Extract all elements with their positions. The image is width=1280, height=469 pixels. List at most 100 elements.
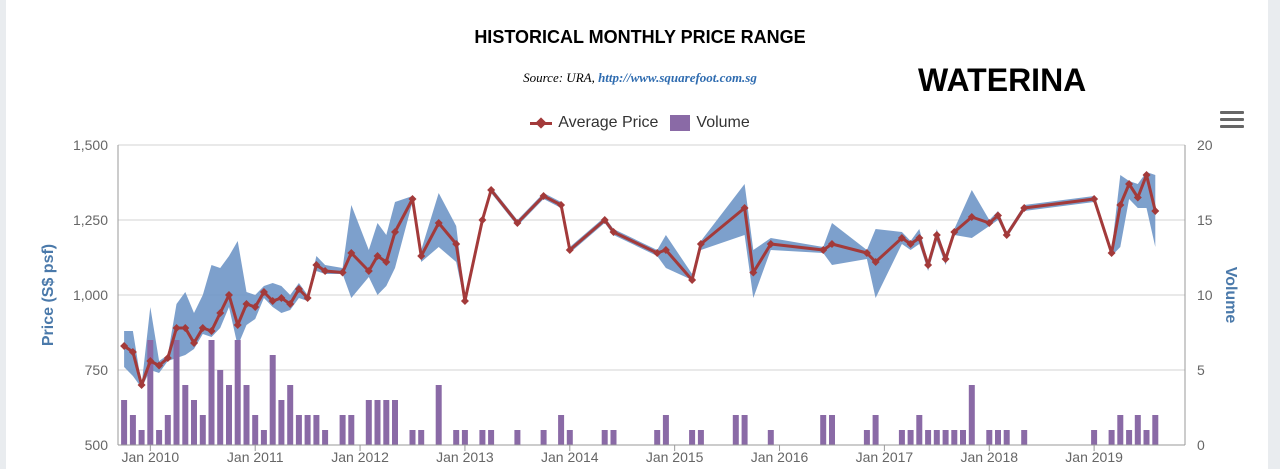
volume-bar [226,385,232,445]
price-point-marker [915,234,924,242]
volume-bar [252,415,259,445]
price-point-marker [696,240,705,248]
x-tick-label: Jan 2011 [227,449,284,465]
price-point-marker [1107,249,1116,257]
price-point-marker [950,228,959,236]
price-point-marker [146,357,155,365]
price-point-marker [338,268,347,277]
price-point-marker [993,211,1002,220]
y-tick-label: 1,250 [73,212,108,228]
price-point-marker [932,231,941,239]
price-point-marker [251,303,260,311]
y2-tick-label: 0 [1197,437,1205,453]
volume-bar [339,415,346,445]
price-point-marker [924,261,933,269]
price-point-marker [609,228,618,236]
volume-bar [260,430,267,445]
x-tick-label: Jan 2012 [331,449,389,465]
price-point-marker [417,252,426,260]
volume-bar [968,385,975,445]
volume-bar [951,430,958,445]
hamburger-icon-bar [1220,111,1244,114]
volume-bar [418,430,425,445]
volume-bar [269,355,276,445]
volume-bar [610,430,617,445]
price-point-marker [985,219,994,227]
chart-title: HISTORICAL MONTHLY PRICE RANGE [474,27,806,47]
price-point-marker [460,297,469,305]
volume-bar [453,430,460,445]
price-range-area [124,172,1156,388]
price-point-marker [897,234,906,242]
price-point-marker [1002,231,1011,239]
chart-menu-button[interactable] [1220,111,1244,131]
volume-bar [697,430,704,445]
volume-bar [147,340,154,445]
volume-bar [383,400,390,445]
volume-bar [287,385,294,445]
volume-bar [872,415,879,445]
legend-item-volume[interactable]: Volume [670,114,750,132]
source-link[interactable]: http://www.squarefoot.com.sg [598,70,757,85]
hamburger-icon-bar [1220,125,1244,128]
volume-bar [1134,415,1141,445]
volume-bar [365,400,372,445]
price-point-marker [749,268,758,277]
volume-bar [217,370,224,445]
volume-bar [461,430,468,445]
volume-bar [392,400,398,445]
price-point-marker [871,258,880,266]
price-point-marker [242,300,251,308]
volume-bar [942,430,949,445]
x-tick-label: Jan 2010 [122,449,180,465]
price-range-band [124,172,1156,388]
volume-bar [156,430,163,445]
price-point-marker [487,186,496,194]
volume-bar [558,415,565,445]
price-point-marker [268,297,277,305]
volume-bar [234,340,241,445]
volume-bar [182,385,189,445]
bar-swatch-icon [670,115,691,131]
price-point-marker [321,267,330,275]
volume-bar [304,415,311,445]
x-tick-label: Jan 2019 [1065,449,1123,465]
volume-bar [540,430,547,445]
volume-bar [1117,415,1124,445]
price-point-marker [1125,180,1134,188]
price-point-marker [155,361,164,370]
price-point-marker [434,219,443,227]
price-point-marker [819,246,828,254]
y2-axis-title: Volume [1222,267,1239,324]
volume-bar [409,430,416,445]
volume-bar [732,415,739,445]
volume-bar [863,430,870,445]
volume-bar [820,415,827,445]
price-point-marker [190,339,199,347]
legend-item-average-price[interactable]: Average Price [530,114,658,132]
x-tick-label: Jan 2014 [541,449,599,465]
price-point-marker [303,294,312,302]
line-marker-icon [530,115,553,131]
source-credit: Source: URA, http://www.squarefoot.com.s… [0,70,1280,86]
y2-tick-label: 20 [1197,137,1213,153]
x-tick-label: Jan 2015 [646,449,704,465]
volume-bar [374,400,381,445]
price-point-marker [1133,193,1142,202]
price-point-marker [259,288,268,296]
price-point-marker [347,249,356,257]
price-point-marker [565,246,574,254]
price-point-marker [478,216,487,224]
y-axis-title: Price (S$ psf) [40,244,57,346]
volume-bar [435,385,442,445]
volume-bar [601,430,608,445]
volume-bar [654,430,661,445]
y-tick-label: 1,000 [73,287,108,303]
price-point-marker [1142,171,1151,179]
price-point-marker [277,294,286,302]
volume-bar [907,430,914,445]
chart-legend: Average Price Volume [0,114,1280,132]
price-point-marker [1020,204,1029,212]
volume-bar [662,415,669,445]
price-point-marker [1116,201,1125,209]
